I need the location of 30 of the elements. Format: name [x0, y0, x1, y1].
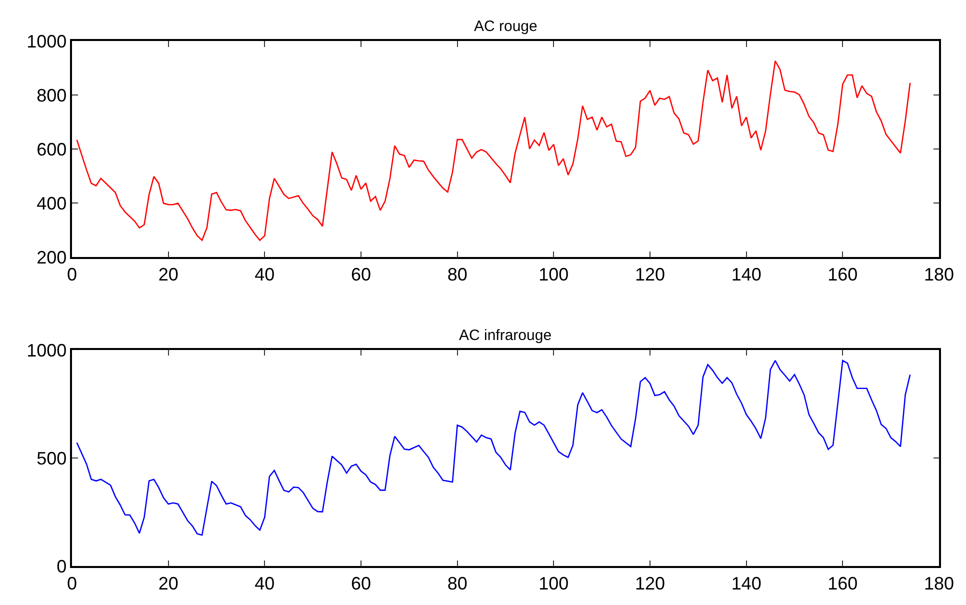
- x-tick-label: 140: [731, 264, 762, 284]
- y-tick-label: 1000: [26, 31, 67, 52]
- x-tick-label: 180: [924, 573, 954, 594]
- x-tick-label: 20: [158, 573, 178, 594]
- y-tick-label: 200: [36, 247, 67, 268]
- x-tick-label: 20: [158, 264, 178, 284]
- x-tick-label: 160: [828, 573, 858, 594]
- x-tick-label: 140: [731, 573, 762, 594]
- x-tick-label: 80: [447, 264, 468, 284]
- chart-title: AC infrarouge: [459, 327, 552, 344]
- y-tick-label: 500: [36, 448, 67, 468]
- x-tick-label: 180: [924, 264, 954, 284]
- y-tick-label: 400: [36, 193, 67, 214]
- x-tick-label: 40: [254, 573, 275, 594]
- chart-title: AC rouge: [474, 18, 538, 35]
- y-tick-label: 600: [36, 139, 67, 160]
- x-tick-label: 100: [538, 264, 569, 284]
- x-tick-label: 80: [447, 573, 468, 594]
- y-tick-label: 800: [36, 85, 67, 106]
- x-tick-label: 160: [828, 264, 858, 284]
- x-tick-label: 60: [350, 573, 372, 594]
- x-tick-label: 40: [254, 264, 275, 284]
- y-tick-label: 1000: [26, 340, 67, 360]
- x-tick-label: 120: [634, 264, 666, 284]
- x-tick-label: 60: [350, 264, 372, 284]
- x-tick-label: 120: [634, 573, 666, 594]
- line-series: [76, 60, 911, 241]
- x-tick-label: 100: [538, 573, 569, 594]
- y-tick-label: 0: [56, 556, 67, 576]
- line-series: [76, 360, 911, 536]
